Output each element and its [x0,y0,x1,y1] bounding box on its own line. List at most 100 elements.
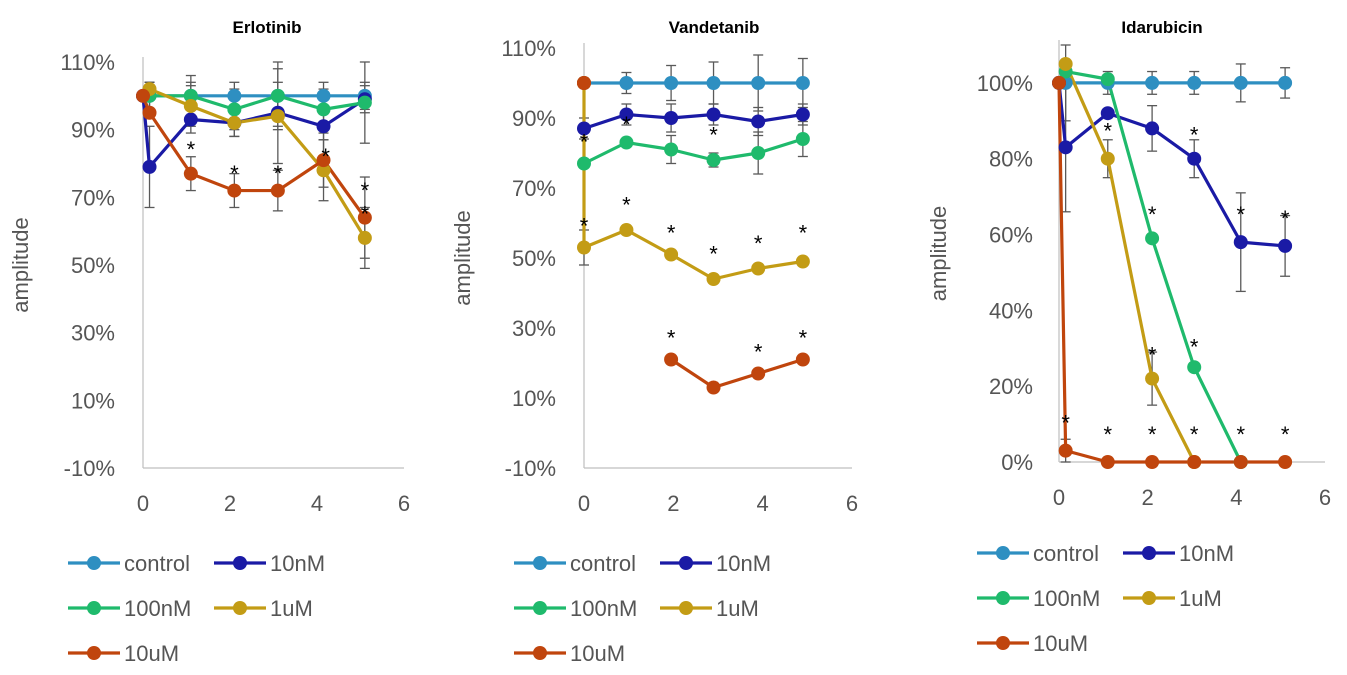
series-line-10nM [1057,82,1286,248]
data-point-100nM [751,146,766,160]
x-tick-label: 6 [846,491,858,516]
legend-marker [87,556,101,570]
legend-marker [87,601,101,615]
data-point-10nM [706,107,721,122]
significance-star: * [1103,422,1112,447]
data-point-1uM [1100,151,1115,166]
significance-star: * [580,130,589,155]
data-point-100nM [270,88,285,103]
data-point-10uM [1233,455,1248,469]
significance-star: * [274,161,283,186]
y-tick-label: 30% [71,321,115,346]
data-point-10nM [1233,235,1248,250]
x-tick-label: 0 [137,491,149,516]
data-point-100nM [1100,72,1115,87]
legend-label: 100nM [124,596,191,621]
legend-label: 10nM [1179,541,1234,566]
y-tick-label: 100% [977,71,1033,96]
data-point-control [1187,75,1202,90]
data-point-control [795,76,810,90]
data-point-control [706,76,721,90]
y-tick-label: -10% [64,456,115,481]
legend-label: control [570,551,636,576]
x-tick-label: 0 [578,491,590,516]
data-point-100nM [1145,231,1160,246]
significance-star: * [667,221,676,246]
data-point-1uM [751,261,766,276]
legend-label: 10nM [716,551,771,576]
legend-label: 10uM [1033,631,1088,656]
y-tick-label: 80% [989,147,1033,172]
data-point-10uM [1058,443,1073,458]
legend-label: 10uM [124,641,179,666]
x-tick-label: 0 [1053,485,1065,510]
significance-star: * [799,326,808,351]
significance-star: * [1148,342,1157,367]
legend-item-1uM: 1uM [660,596,759,621]
y-tick-label: 90% [71,118,115,143]
data-point-10uM [706,380,721,395]
y-tick-label: 50% [71,253,115,278]
y-axis-label: amplitude [8,217,33,312]
data-point-10uM [1052,75,1066,90]
legend-marker [533,601,547,615]
data-point-control [664,76,679,90]
data-point-10nM [577,121,591,136]
data-point-10uM [1100,455,1115,469]
legend-marker [533,556,547,570]
data-point-10uM [664,352,679,367]
series-line-100nM [583,137,804,165]
significance-star: * [1190,422,1199,447]
legend-marker [679,601,693,615]
data-point-1uM [270,109,285,124]
data-point-1uM [227,115,242,130]
data-point-control [751,76,766,90]
chart-title: Erlotinib [233,18,302,37]
significance-star: * [1236,202,1245,227]
data-point-10nM [795,107,810,122]
legend-label: 100nM [1033,586,1100,611]
legend-item-1uM: 1uM [1123,586,1222,611]
significance-star: * [622,193,631,218]
legend-label: 100nM [570,596,637,621]
series-line-10uM [1057,82,1286,464]
y-tick-label: 110% [60,50,115,75]
data-point-10nM [1100,106,1115,121]
data-point-10nM [664,111,679,125]
x-tick-label: 6 [1319,485,1331,510]
data-point-1uM [1058,56,1073,71]
y-axis-label: amplitude [926,206,951,301]
legend-marker [233,601,247,615]
data-point-10uM [795,352,810,367]
legend-item-control: control [977,541,1099,566]
data-point-10nM [1145,121,1160,136]
legend-marker [1142,591,1156,605]
data-point-10uM [136,88,150,103]
series-line-1uM [582,83,804,281]
y-tick-label: -10% [505,456,556,481]
chart-1: Vandetanib 0 2 4 6 -10% 10% 30% 50% 70% 90% 110% amp… [450,18,858,666]
data-point-10uM [577,76,591,90]
data-point-control [316,88,331,103]
data-point-10uM [316,153,331,168]
data-point-1uM [664,247,679,262]
significance-star: * [361,201,370,226]
y-tick-label: 40% [989,298,1033,323]
significance-star: * [799,221,808,246]
legend-label: 1uM [1179,586,1222,611]
legend-item-control: control [68,551,190,576]
legend-marker [1142,546,1156,560]
significance-star: * [709,123,718,148]
data-point-1uM [357,230,372,245]
significance-star: * [1148,422,1157,447]
legend-label: 1uM [716,596,759,621]
data-point-10uM [142,105,157,120]
data-point-100nM [577,156,591,171]
significance-star: * [1190,335,1199,360]
significance-star: * [580,214,589,239]
data-point-1uM [577,240,591,255]
significance-star: * [187,137,196,162]
x-tick-label: 4 [311,491,323,516]
data-point-100nM [1187,360,1202,375]
